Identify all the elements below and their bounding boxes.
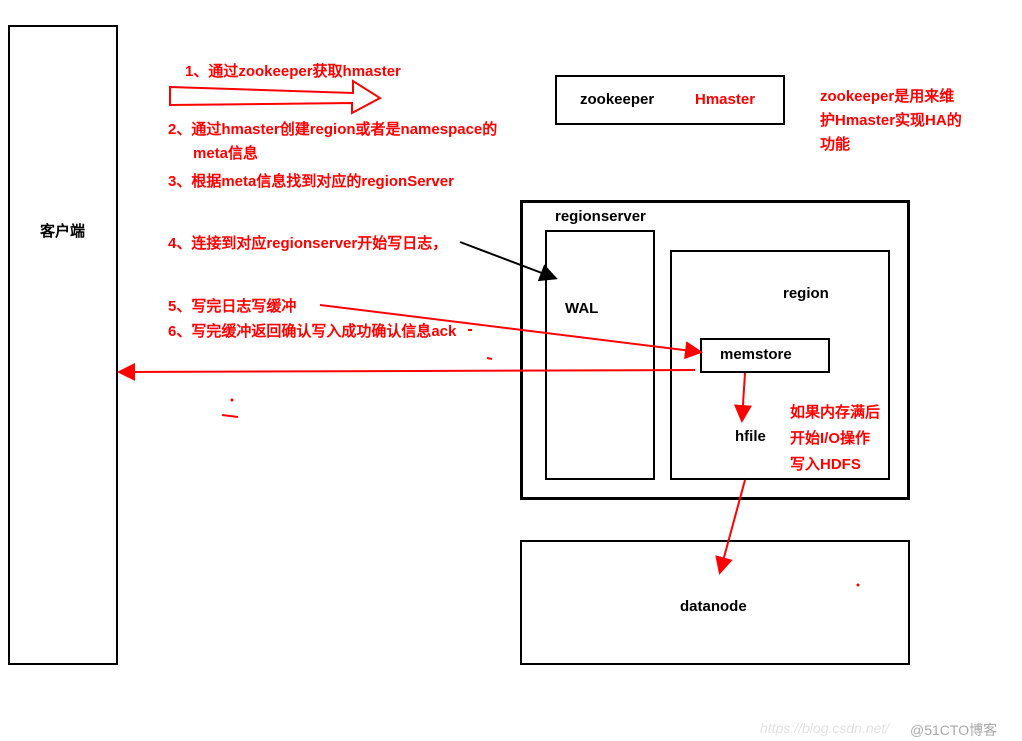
step-2: 2、通过hmaster创建region或者是namespace的 meta信息 [168,118,497,166]
hfile-label: hfile [735,428,766,445]
zookeeper-label: zookeeper [580,91,654,108]
note-io-hdfs: 如果内存满后 开始I/O操作 写入HDFS [790,400,880,478]
wal-box [545,230,655,480]
client-box [8,25,118,665]
regionserver-label: regionserver [555,208,646,225]
memstore-label: memstore [720,346,792,363]
watermark-right: @51CTO博客 [910,720,997,740]
datanode-label: datanode [680,598,747,615]
watermark-left: https://blog.csdn.net/ [760,720,889,736]
wal-label: WAL [565,300,598,317]
step-3: 3、根据meta信息找到对应的regionServer [168,170,454,191]
step-5: 5、写完日志写缓冲 [168,295,296,316]
step-4: 4、连接到对应regionserver开始写日志， [168,232,447,253]
client-label: 客户端 [40,220,85,241]
note-zk-ha: zookeeper是用来维 护Hmaster实现HA的 功能 [820,85,962,157]
hmaster-label: Hmaster [695,91,755,108]
step-6: 6、写完缓冲返回确认写入成功确认信息ack [168,320,456,341]
step-1: 1、通过zookeeper获取hmaster [185,60,401,81]
outline-arrow-icon [170,81,380,113]
region-label: region [783,285,829,302]
